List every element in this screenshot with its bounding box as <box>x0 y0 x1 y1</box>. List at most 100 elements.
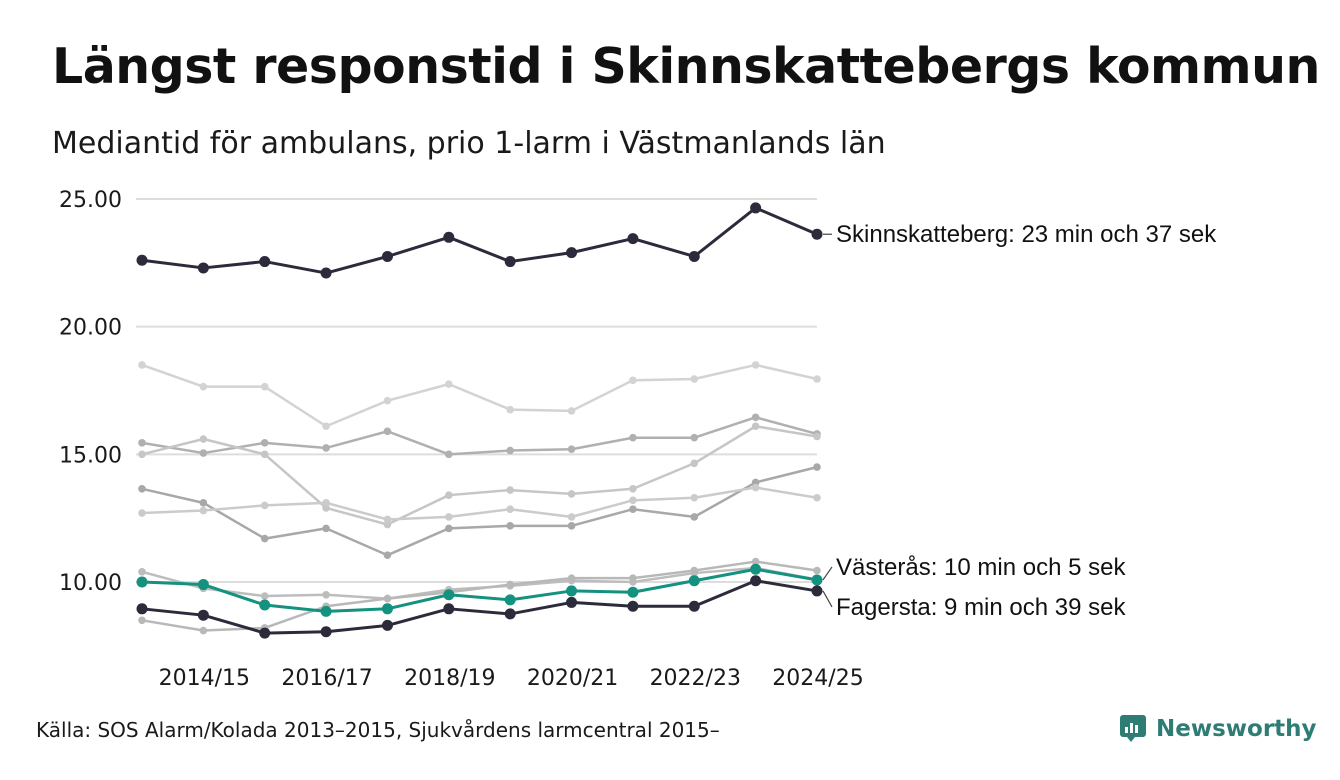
context-series-6-point <box>322 590 330 599</box>
skinnskatteberg-series-point <box>136 254 148 266</box>
series-label-fagersta: Fagersta: 9 min och 39 sek <box>836 594 1126 621</box>
context-series-7-point <box>813 566 821 575</box>
context-series-3-point <box>567 490 576 498</box>
context-series-2-point <box>322 444 330 452</box>
series-label-v-ster-s: Västerås: 10 min och 5 sek <box>836 554 1126 581</box>
skinnskatteberg-series-point <box>504 256 516 268</box>
context-series-7-point <box>567 574 576 582</box>
context-series-5-line <box>141 486 818 521</box>
series-label-skinnskatteberg: Skinnskatteberg: 23 min och 37 sek <box>836 221 1217 248</box>
fagersta-series-point <box>566 596 578 608</box>
v-ster-s-series-point <box>504 594 516 606</box>
context-series-5-point <box>567 513 576 521</box>
fagersta-series-point <box>627 600 639 612</box>
newsworthy-logo-icon <box>1120 715 1146 742</box>
skinnskatteberg-series-point <box>566 247 578 259</box>
context-series-2-point <box>199 449 208 457</box>
x-tick-label: 2020/21 <box>527 666 618 691</box>
context-series-2-point <box>138 439 146 447</box>
x-tick-label: 2024/25 <box>772 666 863 691</box>
context-series-2-point <box>260 439 269 447</box>
v-ster-s-series-point <box>688 575 700 587</box>
x-tick-label: 2016/17 <box>281 666 372 691</box>
skinnskatteberg-series-point <box>381 250 393 262</box>
fagersta-series-point <box>504 608 516 620</box>
context-series-4-point <box>506 522 514 530</box>
context-series-5-point <box>690 493 699 502</box>
fagersta-series-point <box>688 600 700 612</box>
context-series-2-point <box>751 413 760 422</box>
x-tick-label: 2014/15 <box>159 666 250 691</box>
context-series-4-point <box>322 524 330 533</box>
context-series-5-point <box>260 501 269 510</box>
context-series-7-line <box>141 560 818 632</box>
context-series-2-point <box>506 446 514 455</box>
context-series-1-point <box>445 380 453 388</box>
context-series-3-line <box>141 424 818 526</box>
context-series-5-point <box>813 493 821 502</box>
context-series-1-point <box>751 361 760 369</box>
v-ster-s-series-point <box>750 563 762 575</box>
context-series-7-point <box>506 580 514 589</box>
fagersta-series-point <box>320 626 332 638</box>
context-series-7-point <box>199 626 208 635</box>
context-series-6-line <box>141 566 818 600</box>
skinnskatteberg-series-point <box>811 228 823 240</box>
context-series-5-point <box>506 505 514 514</box>
skinnskatteberg-series-point <box>320 267 332 279</box>
context-series-4-point <box>445 524 453 533</box>
context-series-1-point <box>813 375 821 383</box>
x-tick-label: 2022/23 <box>650 666 741 691</box>
v-ster-s-series-point <box>627 586 639 598</box>
context-series-4-line <box>141 465 818 557</box>
skinnskatteberg-series-line <box>141 206 818 275</box>
label-connector <box>822 590 833 608</box>
context-series-6-point <box>138 567 146 576</box>
fagersta-series-point <box>381 619 393 631</box>
context-series-5-point <box>199 506 208 515</box>
x-tick-label: 2018/19 <box>404 666 495 691</box>
brand[interactable]: Newsworthy <box>1118 714 1317 744</box>
grid-lines <box>136 198 817 583</box>
y-tick-label: 20.00 <box>59 316 122 341</box>
fagersta-series-point <box>443 603 455 615</box>
series-labels: Skinnskatteberg: 23 min och 37 sek Väster… <box>822 221 1217 621</box>
context-series-3-point <box>445 491 453 499</box>
context-series-7-point <box>629 574 637 582</box>
context-series-2-point <box>629 433 637 442</box>
context-series-7-point <box>690 566 699 575</box>
context-series-1-point <box>383 396 392 405</box>
context-series-2-point <box>567 445 576 454</box>
context-series-4-point <box>138 485 146 493</box>
context-series-5-point <box>383 515 392 524</box>
context-series-3-point <box>138 450 146 459</box>
context-series-7-point <box>383 594 392 603</box>
context-series-1-point <box>322 422 330 431</box>
chart-title: Längst responstid i Skinnskattebergs kom… <box>52 38 1320 95</box>
context-series-1-point <box>260 382 269 391</box>
v-ster-s-series-point <box>566 585 578 597</box>
x-axis: 2014/15 2016/17 2018/19 2020/21 2022/23 2024/… <box>159 666 864 691</box>
context-series-1-point <box>506 405 514 414</box>
source-note: Källa: SOS Alarm/Kolada 2013–2015, Sjukv… <box>36 718 720 742</box>
skinnskatteberg-series-point <box>627 233 639 245</box>
v-ster-s-series-point <box>381 603 393 615</box>
v-ster-s-series-line <box>141 567 818 613</box>
fagersta-series-point <box>197 609 209 621</box>
context-series-4-point <box>383 551 392 559</box>
context-series-3-point <box>690 459 699 468</box>
skinnskatteberg-series-point <box>688 250 700 262</box>
y-axis: 10.00 15.00 20.00 25.00 <box>59 188 122 596</box>
fagersta-series-point <box>811 585 823 597</box>
context-series-4-point <box>629 505 637 514</box>
fagersta-series-point <box>750 575 762 587</box>
v-ster-s-series-point <box>136 576 148 588</box>
fagersta-series-line <box>141 579 818 635</box>
context-series-3-point <box>260 450 269 459</box>
context-series-4-point <box>813 463 821 471</box>
context-series-3-point <box>199 435 208 443</box>
context-series-group <box>138 361 821 635</box>
context-series-2-point <box>690 433 699 442</box>
v-ster-s-series-point <box>320 605 332 617</box>
